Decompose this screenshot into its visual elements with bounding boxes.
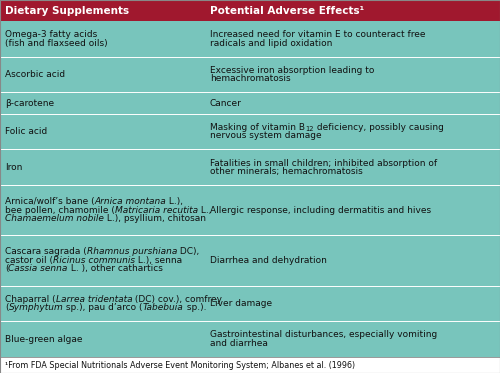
Text: Larrea tridentata: Larrea tridentata [56, 295, 132, 304]
Text: Arnica/wolf’s bane (: Arnica/wolf’s bane ( [5, 197, 94, 206]
Text: Cassia senna: Cassia senna [8, 264, 68, 273]
Text: and diarrhea: and diarrhea [210, 339, 268, 348]
Bar [0, 93, 500, 114]
Bar [0, 357, 500, 373]
Text: other minerals; hemachromatosis: other minerals; hemachromatosis [210, 167, 363, 176]
Text: Omega-3 fatty acids: Omega-3 fatty acids [5, 30, 97, 39]
Text: Diarrhea and dehydration: Diarrhea and dehydration [210, 256, 327, 265]
Text: Matricaria recutita: Matricaria recutita [115, 206, 198, 215]
Bar [0, 57, 500, 93]
Text: (: ( [5, 264, 8, 273]
Bar [0, 150, 500, 185]
Text: nervous system damage: nervous system damage [210, 131, 322, 140]
Text: L.,: L., [198, 206, 211, 215]
Text: L.),: L.), [166, 197, 184, 206]
Text: Dietary Supplements: Dietary Supplements [5, 6, 129, 16]
Text: deficiency, possibly causing: deficiency, possibly causing [314, 123, 444, 132]
Bar [0, 185, 500, 235]
Bar [0, 21, 500, 57]
Text: Gastrointestinal disturbances, especially vomiting: Gastrointestinal disturbances, especiall… [210, 330, 437, 339]
Text: L.), senna: L.), senna [135, 256, 182, 265]
Text: (: ( [5, 303, 8, 312]
Text: (fish and flaxseed oils): (fish and flaxseed oils) [5, 39, 108, 48]
Text: Liver damage: Liver damage [210, 299, 272, 308]
Bar [0, 0, 500, 21]
Text: castor oil (: castor oil ( [5, 256, 53, 265]
Bar [0, 235, 500, 286]
Text: Folic acid: Folic acid [5, 127, 47, 136]
Text: bee pollen, chamomile (: bee pollen, chamomile ( [5, 206, 115, 215]
Text: 12: 12 [305, 126, 314, 132]
Text: hemachromatosis: hemachromatosis [210, 74, 290, 83]
Bar [0, 286, 500, 321]
Bar [0, 114, 500, 150]
Text: DC),: DC), [177, 247, 200, 257]
Text: (DC) cov.), comfrey: (DC) cov.), comfrey [132, 295, 222, 304]
Text: Increased need for vitamin E to counteract free: Increased need for vitamin E to countera… [210, 30, 426, 39]
Text: Masking of vitamin B: Masking of vitamin B [210, 123, 305, 132]
Text: L.), psyllium, chitosan: L.), psyllium, chitosan [104, 214, 206, 223]
Text: Cancer: Cancer [210, 98, 242, 107]
Text: Arnica montana: Arnica montana [94, 197, 166, 206]
Text: β-carotene: β-carotene [5, 98, 54, 107]
Text: Excessive iron absorption leading to: Excessive iron absorption leading to [210, 66, 374, 75]
Text: Symphytum: Symphytum [8, 303, 63, 312]
Text: Chaparral (: Chaparral ( [5, 295, 56, 304]
Bar [0, 321, 500, 357]
Text: Fatalities in small children; inhibited absorption of: Fatalities in small children; inhibited … [210, 159, 437, 167]
Text: sp.).: sp.). [184, 303, 206, 312]
Text: ¹From FDA Special Nutritionals Adverse Event Monitoring System; Albanes et al. (: ¹From FDA Special Nutritionals Adverse E… [5, 360, 355, 370]
Text: Potential Adverse Effects¹: Potential Adverse Effects¹ [210, 6, 364, 16]
Text: L. ), other cathartics: L. ), other cathartics [68, 264, 163, 273]
Text: Allergic response, including dermatitis and hives: Allergic response, including dermatitis … [210, 206, 431, 215]
Text: sp.), pau d’arco (: sp.), pau d’arco ( [63, 303, 143, 312]
Text: Cascara sagrada (: Cascara sagrada ( [5, 247, 87, 257]
Text: Ricinus communis: Ricinus communis [53, 256, 135, 265]
Text: Ascorbic acid: Ascorbic acid [5, 70, 65, 79]
Text: Iron: Iron [5, 163, 22, 172]
Text: Chamaemelum nobile: Chamaemelum nobile [5, 214, 104, 223]
Text: Tabebuia: Tabebuia [143, 303, 184, 312]
Text: Blue-green algae: Blue-green algae [5, 335, 82, 344]
Text: radicals and lipid oxidation: radicals and lipid oxidation [210, 39, 332, 48]
Text: Rhamnus purshiana: Rhamnus purshiana [87, 247, 177, 257]
